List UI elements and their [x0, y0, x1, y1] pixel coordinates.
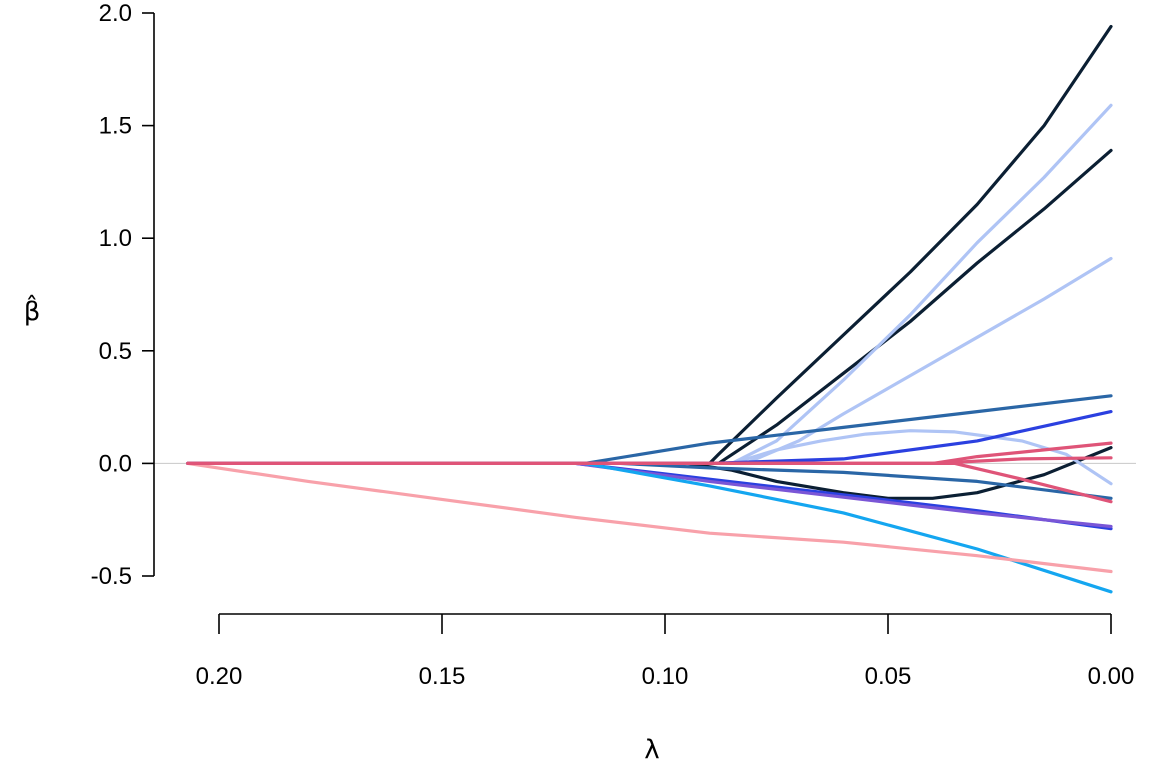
x-axis: 0.20 0.15 0.10 0.05 0.00 — [196, 613, 1135, 690]
coefficient-path-1 — [186, 24, 1113, 465]
coefficient-path-5 — [186, 256, 1113, 465]
x-tick-label: 0.10 — [642, 663, 689, 690]
y-axis: -0.5 0.0 0.5 1.0 1.5 2.0 — [91, 0, 155, 590]
x-tick-label: 0.05 — [865, 663, 912, 690]
x-tick-label: 0.15 — [419, 663, 466, 690]
coefficient-path-9 — [186, 410, 1113, 465]
coefficient-path-2 — [186, 148, 1113, 465]
y-axis-title: β̂ — [24, 293, 41, 327]
coefficient-path-7 — [186, 394, 1113, 465]
plot-area — [154, 24, 1136, 594]
x-tick-label: 0.00 — [1088, 663, 1135, 690]
y-tick-label: 1.5 — [99, 113, 132, 140]
coefficient-path-4 — [186, 103, 1113, 465]
coefficient-path-6 — [186, 429, 1113, 486]
y-tick-label: 2.0 — [99, 0, 132, 27]
x-axis-title: λ — [644, 735, 659, 765]
coefficient-path-13 — [186, 461, 1113, 574]
coefficient-path-11 — [186, 461, 1113, 529]
y-tick-label: 0.0 — [99, 450, 132, 477]
y-tick-label: 0.5 — [99, 338, 132, 365]
x-tick-label: 0.20 — [196, 663, 243, 690]
y-tick-label: 1.0 — [99, 225, 132, 252]
y-tick-label: -0.5 — [91, 563, 132, 590]
coefficient-path-16 — [186, 456, 1113, 465]
